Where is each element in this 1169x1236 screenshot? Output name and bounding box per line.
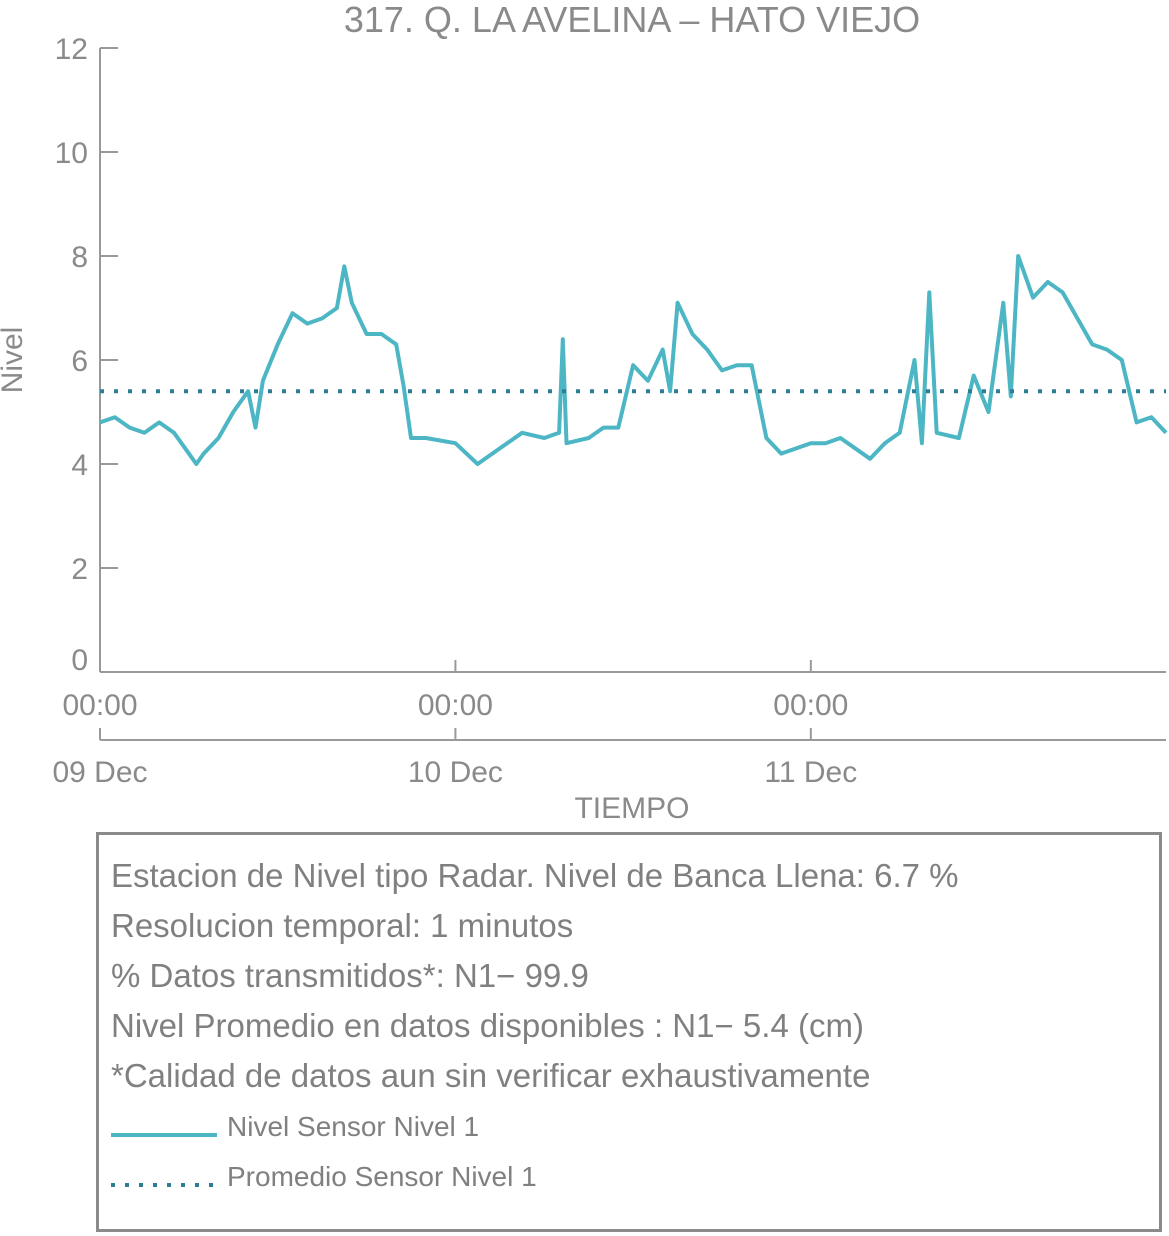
y-axis-label: Nivel (0, 327, 29, 394)
chart: 317. Q. LA AVELINA – HATO VIEJO 0 2 4 6 8 10 1… (0, 0, 1168, 825)
x-tick-label-time: 00:00 (773, 689, 848, 722)
x-tick-label-time: 00:00 (418, 689, 493, 722)
y-axis: 0 2 4 6 8 10 12 (55, 33, 118, 677)
info-line-resolution: Resolucion temporal: 1 minutos (111, 907, 574, 944)
x-tick-label-date: 11 Dec (764, 756, 857, 789)
legend-swatch-dotted (111, 1183, 217, 1187)
y-tick-label: 4 (71, 449, 88, 482)
info-box: Estacion de Nivel tipo Radar. Nivel de B… (96, 832, 1162, 1232)
y-tick-label: 12 (55, 33, 88, 66)
x-axis-label: TIEMPO (574, 792, 689, 825)
y-tick-label: 2 (71, 553, 88, 586)
series-line-nivel-sensor (99, 254, 1168, 466)
y-tick-label: 6 (71, 345, 88, 378)
chart-title: 317. Q. LA AVELINA – HATO VIEJO (344, 0, 920, 40)
y-tick-label: 8 (71, 241, 88, 274)
legend-label-nivel: Nivel Sensor Nivel 1 (227, 1111, 480, 1142)
legend-label-promedio: Promedio Sensor Nivel 1 (227, 1161, 537, 1192)
info-line-transmitted: % Datos transmitidos*: N1− 99.9 (111, 957, 589, 994)
plot-area (99, 254, 1168, 466)
x-axis: 00:00 09 Dec 00:00 10 Dec 00:00 11 Dec (52, 660, 1166, 789)
info-line-average: Nivel Promedio en datos disponibles : N1… (111, 1007, 864, 1044)
x-tick-label-date: 09 Dec (52, 756, 147, 789)
y-tick-label: 10 (55, 137, 88, 170)
info-line-quality-note: *Calidad de datos aun sin verificar exha… (111, 1057, 871, 1094)
info-line-station: Estacion de Nivel tipo Radar. Nivel de B… (111, 857, 959, 894)
y-tick-label: 0 (71, 644, 88, 677)
x-tick-label-time: 00:00 (62, 689, 137, 722)
x-tick-label-date: 10 Dec (408, 756, 503, 789)
legend-swatch-solid (111, 1133, 217, 1137)
